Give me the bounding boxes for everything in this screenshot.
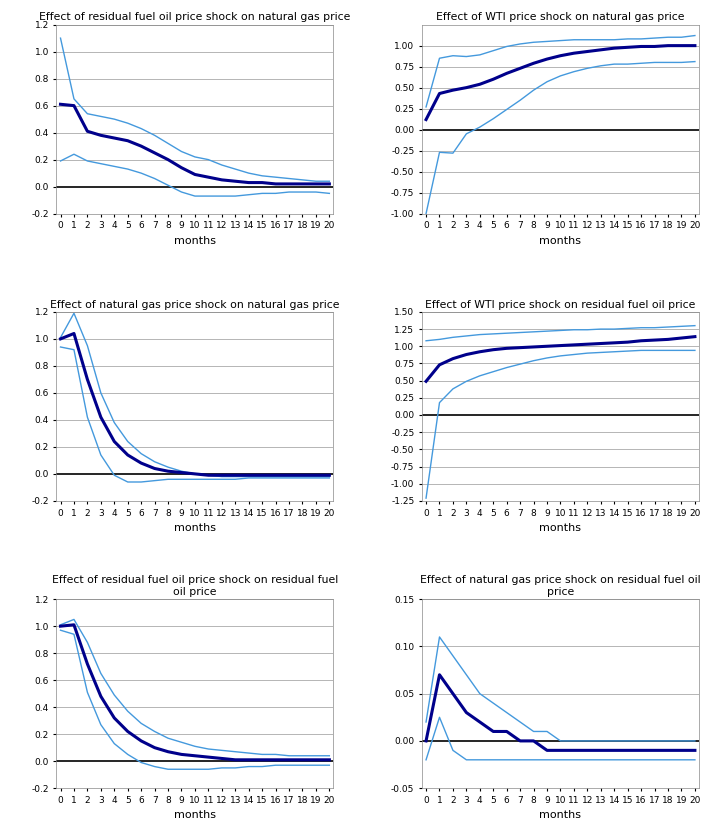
X-axis label: months: months bbox=[539, 523, 582, 533]
X-axis label: months: months bbox=[539, 236, 582, 245]
Title: Effect of WTI price shock on residual fuel oil price: Effect of WTI price shock on residual fu… bbox=[425, 300, 695, 310]
Title: Effect of natural gas price shock on residual fuel oil
price: Effect of natural gas price shock on res… bbox=[420, 576, 701, 597]
Title: Effect of residual fuel oil price shock on natural gas price: Effect of residual fuel oil price shock … bbox=[40, 12, 351, 22]
Title: Effect of natural gas price shock on natural gas price: Effect of natural gas price shock on nat… bbox=[50, 300, 340, 310]
X-axis label: months: months bbox=[174, 236, 216, 245]
X-axis label: months: months bbox=[174, 810, 216, 820]
Title: Effect of residual fuel oil price shock on residual fuel
oil price: Effect of residual fuel oil price shock … bbox=[52, 576, 338, 597]
Title: Effect of WTI price shock on natural gas price: Effect of WTI price shock on natural gas… bbox=[436, 12, 685, 22]
X-axis label: months: months bbox=[539, 810, 582, 820]
X-axis label: months: months bbox=[174, 523, 216, 533]
